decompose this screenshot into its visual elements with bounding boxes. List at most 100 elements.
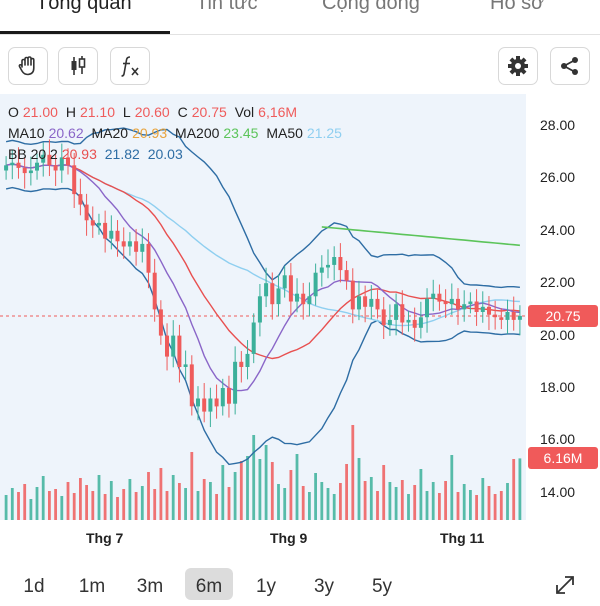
candlestick xyxy=(480,291,485,323)
draw-tool-button[interactable] xyxy=(8,47,48,85)
volume-bar xyxy=(351,425,355,520)
candlestick xyxy=(313,263,318,306)
volume-bar xyxy=(23,484,27,520)
candlestick xyxy=(121,227,126,259)
volume-value: 6,16M xyxy=(258,104,298,120)
chart-type-button[interactable] xyxy=(58,47,98,85)
tab-profile[interactable]: Hồ sơ xyxy=(490,0,545,14)
candlestick xyxy=(10,150,15,180)
high-value: 21.10 xyxy=(79,104,115,120)
volume-bar xyxy=(66,482,70,520)
ma20-value: 20.93 xyxy=(132,125,168,141)
candlestick xyxy=(468,292,473,314)
x-tick-label: Thg 11 xyxy=(440,530,485,546)
volume-bar xyxy=(475,495,478,520)
price-chart[interactable]: O 21.00 H 21.10 L 20.60 C 20.75 Vol 6,16M MA1… xyxy=(0,94,600,556)
candlestick xyxy=(282,266,287,298)
volume-bar xyxy=(91,491,95,520)
volume-bar xyxy=(227,487,231,520)
volume-bar xyxy=(10,488,14,520)
volume-bar xyxy=(320,482,324,520)
volume-bar xyxy=(264,445,268,520)
volume-bar xyxy=(165,491,169,520)
tab-news[interactable]: Tin tức xyxy=(196,0,258,14)
period-5y-button[interactable]: 5y xyxy=(371,576,393,597)
y-tick-label: 22.00 xyxy=(540,274,576,291)
candlestick xyxy=(406,310,411,332)
y-tick-label: 16.00 xyxy=(540,431,576,448)
volume-bar xyxy=(246,456,249,520)
tab-community[interactable]: Cộng đồng xyxy=(322,0,420,14)
ma10-label: MA10 xyxy=(8,125,45,141)
open-label: O xyxy=(8,104,19,120)
volume-bar xyxy=(202,479,206,520)
period-1m-button[interactable]: 1m xyxy=(78,576,106,597)
open-value: 21.00 xyxy=(22,104,58,120)
candlestick xyxy=(443,289,448,319)
expand-icon xyxy=(552,576,578,602)
volume-bar xyxy=(103,494,107,520)
volume-bar xyxy=(128,479,132,520)
ma50-line xyxy=(5,163,520,327)
volume-bar xyxy=(444,481,447,520)
y-tick-label: 24.00 xyxy=(540,221,576,238)
volume-bar xyxy=(41,476,45,520)
candlestick xyxy=(400,290,405,335)
volume-bar xyxy=(79,478,82,520)
candlestick xyxy=(375,289,380,319)
candlestick xyxy=(177,324,182,383)
last-volume-tag: 6.16M xyxy=(528,447,598,470)
volume-bar xyxy=(54,489,57,520)
x-tick-label: Thg 7 xyxy=(86,530,124,546)
ma10-value: 20.62 xyxy=(48,125,84,141)
candlestick xyxy=(487,296,491,331)
indicators-button[interactable] xyxy=(110,47,150,85)
volume-bar xyxy=(487,486,491,520)
candlestick xyxy=(288,263,293,316)
volume-bar xyxy=(369,477,373,520)
volume-bar xyxy=(221,465,225,520)
candlestick xyxy=(84,193,89,236)
volume-bar xyxy=(72,493,76,520)
volume-bar xyxy=(178,483,181,520)
low-label: L xyxy=(122,104,131,120)
candlestick xyxy=(78,178,83,216)
candlestick xyxy=(276,274,281,317)
period-3m-button[interactable]: 3m xyxy=(136,576,164,597)
volume-bar xyxy=(518,458,522,520)
volume-bar xyxy=(4,495,8,520)
volume-bar xyxy=(258,459,262,520)
candlestick xyxy=(251,313,256,364)
volume-bar xyxy=(332,494,336,520)
candlestick xyxy=(369,285,374,320)
settings-button[interactable] xyxy=(498,47,538,85)
candlestick xyxy=(239,351,244,383)
volume-bar xyxy=(17,492,20,520)
volume-bar xyxy=(506,483,509,520)
period-1d-button[interactable]: 1d xyxy=(23,576,45,597)
period-6m-button[interactable]: 6m xyxy=(185,568,233,600)
volume-bar xyxy=(462,484,466,520)
candlestick xyxy=(152,258,157,322)
volume-bar xyxy=(239,461,243,520)
volume-bar xyxy=(425,491,429,520)
volume-bar xyxy=(134,492,138,520)
active-tab-indicator xyxy=(0,31,170,34)
ma50-label: MA50 xyxy=(266,125,303,141)
period-1y-button[interactable]: 1y xyxy=(255,576,277,597)
candlestick xyxy=(189,355,194,416)
volume-bar xyxy=(116,497,119,520)
volume-bar xyxy=(450,455,454,520)
tab-overview[interactable]: Tổng quan xyxy=(36,0,132,14)
chart-toolbar xyxy=(0,34,600,94)
volume-bar xyxy=(283,488,287,520)
share-button[interactable] xyxy=(550,47,590,85)
candlestick xyxy=(196,386,200,421)
ma50-value: 21.25 xyxy=(306,125,342,141)
period-3y-button[interactable]: 3y xyxy=(313,576,335,597)
candlestick xyxy=(16,147,21,179)
legend-ohlc-row: O 21.00 H 21.10 L 20.60 C 20.75 Vol 6,16M xyxy=(8,102,346,123)
candlestick xyxy=(505,299,510,334)
fullscreen-button[interactable] xyxy=(552,572,578,598)
volume-bar xyxy=(326,488,330,520)
